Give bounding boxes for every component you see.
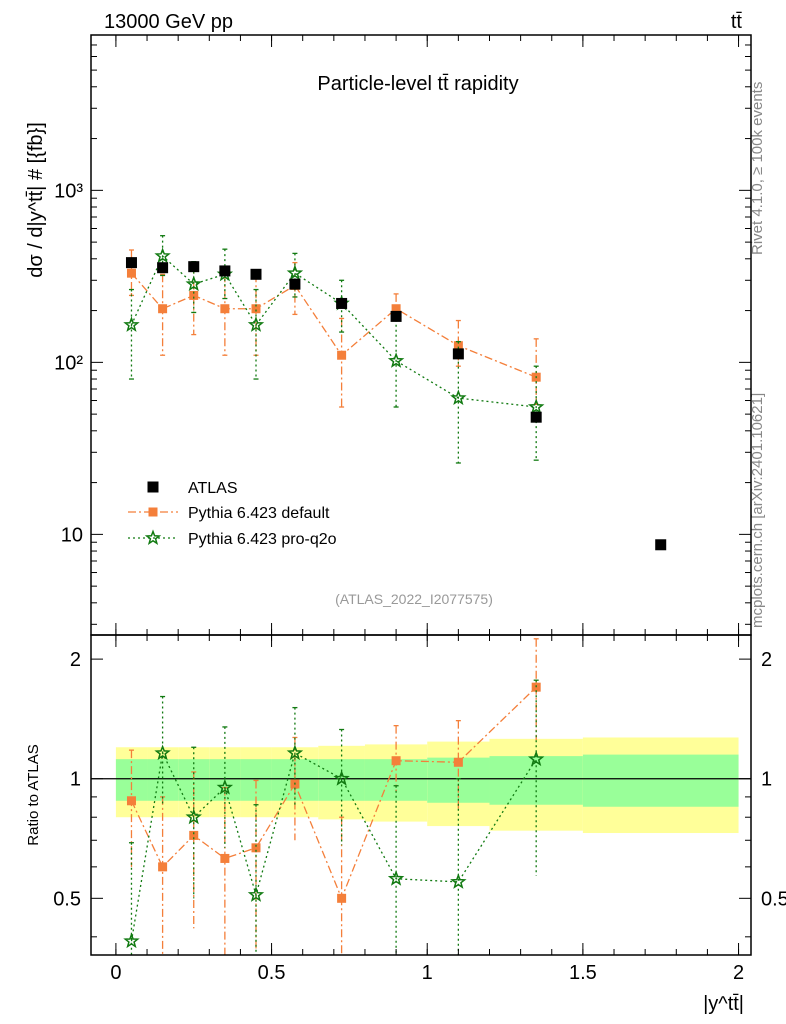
band-inner-10 (582, 754, 739, 807)
rivet-version-label: Rivet 4.1.0, ≥ 100k events (749, 82, 766, 255)
legend-label-0: ATLAS (188, 480, 238, 497)
ratio-tick-label: 2 (70, 649, 81, 671)
process-label: tt̄ (731, 11, 743, 33)
atlas-data-point (452, 348, 464, 360)
series-2-point (450, 389, 467, 406)
series-1-ratio-point (251, 843, 261, 853)
series-1-point (453, 341, 463, 351)
x-axis-label: |y^tt̄| (703, 993, 744, 1015)
series-1-ratio-line (130, 686, 537, 901)
series-1-ratio-point (220, 853, 230, 863)
series-1-point (391, 304, 401, 314)
atlas-data-point (530, 411, 542, 423)
series-1-ratio-point (189, 830, 199, 840)
series-1-ratio-point (337, 893, 347, 903)
x-tick-label: 2 (733, 962, 744, 984)
x-tick-label: 1.5 (569, 962, 597, 984)
series-2-point (387, 352, 405, 368)
legend-marker-0 (147, 481, 159, 493)
series-2-point (185, 275, 202, 292)
series-1-ratio-point (126, 796, 136, 806)
legend-marker-1 (148, 507, 158, 517)
series-1-line (130, 272, 537, 378)
series-1-point (337, 350, 347, 360)
atlas-data-point (125, 257, 137, 269)
series-2-ratio-point (123, 932, 140, 949)
mcplots-label: mcplots.cern.ch [arXiv:2401.10621] (749, 393, 766, 628)
ratio-plot-frame (90, 634, 752, 956)
y-axis-label: dσ / d|y^tt̄| # [{fb}] (25, 122, 47, 278)
series-2-point (123, 316, 140, 332)
ratio-uncertainty-bands (115, 737, 739, 834)
atlas-data-point (157, 262, 169, 274)
ratio-tick-label-right: 2 (761, 649, 772, 671)
ratio-plot-data (91, 638, 751, 955)
series-1-point (126, 268, 136, 278)
series-2-ratio-line (130, 750, 537, 942)
ratio-y-axis-label: Ratio to ATLAS (25, 744, 42, 845)
ratio-tick-label-right: 0.5 (761, 888, 786, 910)
series-2-ratio-point (527, 750, 545, 767)
legend-marker-2 (144, 529, 162, 545)
y-tick-label: 10² (54, 352, 83, 374)
atlas-data-point (390, 310, 402, 322)
atlas-data-point (336, 297, 348, 309)
atlas-data-point (250, 268, 262, 280)
series-2-ratio-point (387, 870, 405, 886)
axis-ticks: 0 0.5 1 1.5 2 10 10² 10³ 0.5 0.5 1 1 2 2 (53, 34, 786, 984)
series-2-point (154, 247, 171, 264)
series-2-ratio-point (247, 886, 265, 902)
series-2-point (286, 264, 304, 281)
series-1-point (251, 304, 261, 314)
series-1-ratio-point (158, 862, 168, 872)
series-1-ratio-point (453, 757, 463, 767)
legend-label-2: Pythia 6.423 pro-q2o (188, 531, 337, 548)
series-2-ratio-point (286, 744, 304, 761)
series-2-ratio-point (216, 778, 234, 795)
atlas-data-point (289, 278, 301, 290)
analysis-watermark: (ATLAS_2022_I2077575) (335, 591, 493, 607)
atlas-data-point (219, 265, 231, 277)
legend-label-1: Pythia 6.423 default (188, 505, 330, 522)
energy-label: 13000 GeV pp (104, 11, 233, 33)
series-1-ratio-point (391, 756, 401, 766)
ratio-tick-label: 1 (70, 769, 81, 791)
series-2-ratio-point (333, 770, 350, 786)
series-2-line (130, 254, 537, 408)
band-inner-1 (147, 759, 179, 801)
series-1-point (158, 304, 168, 314)
y-tick-label: 10³ (54, 180, 83, 202)
series-2-ratio-point (185, 808, 202, 825)
atlas-data-point (188, 261, 200, 273)
series-1-point (189, 290, 199, 300)
series-2-point (527, 398, 545, 414)
chart-title: Particle-level tt̄ rapidity (317, 73, 518, 95)
series-2-point (247, 316, 265, 332)
series-2-ratio-point (154, 744, 171, 761)
x-tick-label: 0.5 (258, 962, 286, 984)
ratio-tick-label-right: 1 (761, 769, 772, 791)
series-2-ratio-point (450, 873, 467, 889)
ratio-tick-label: 0.5 (53, 888, 81, 910)
y-tick-label: 10 (61, 524, 83, 546)
main-plot-data (123, 235, 667, 551)
series-1-point (220, 304, 230, 314)
atlas-data-point (655, 539, 667, 551)
legend: ATLAS Pythia 6.423 default Pythia 6.423 pr… (128, 480, 337, 548)
x-tick-label: 0 (110, 962, 121, 984)
x-tick-label: 1 (422, 962, 433, 984)
